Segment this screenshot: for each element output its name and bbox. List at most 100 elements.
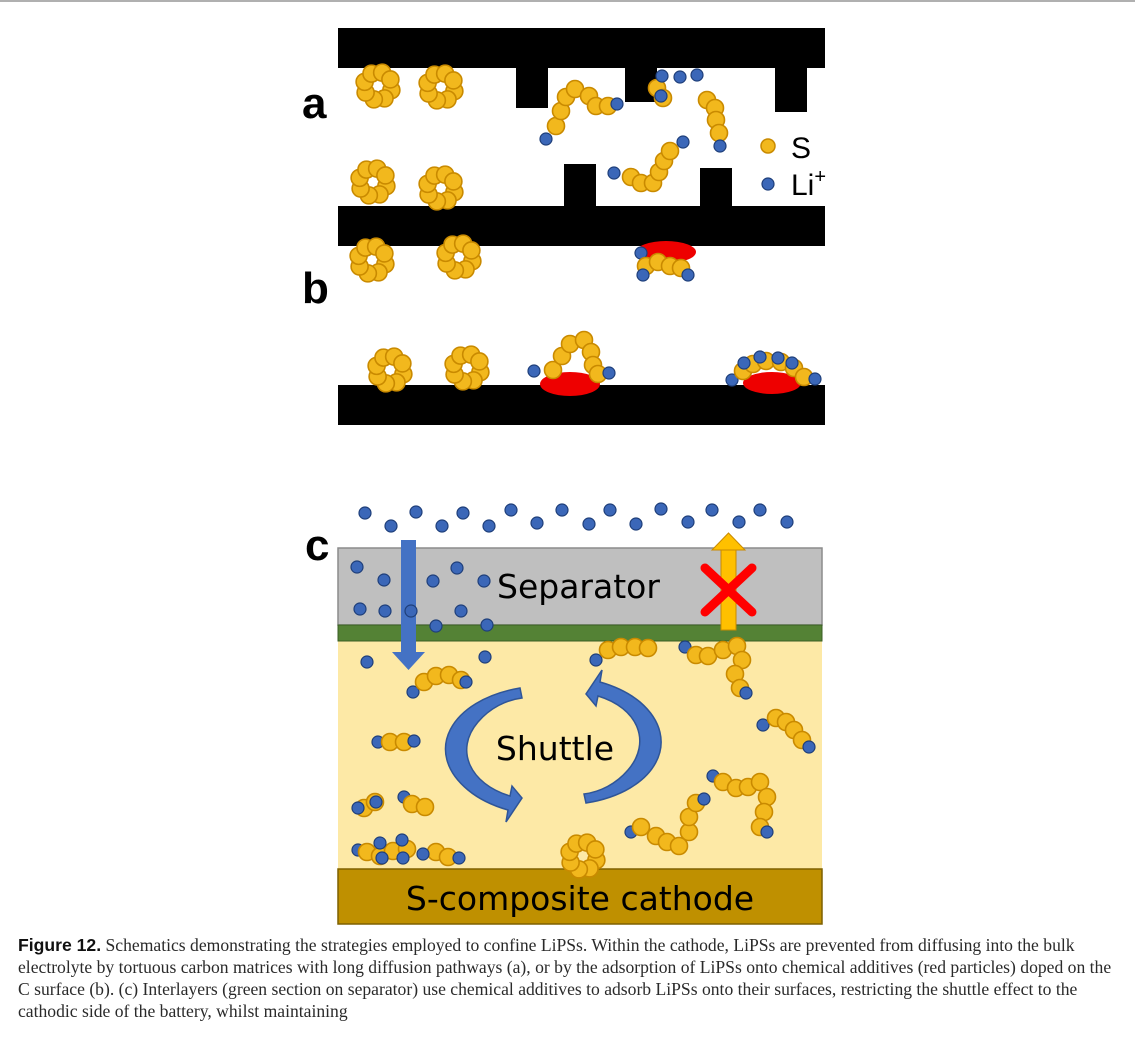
sulfur-atom [586,840,605,859]
sulfur-atom [381,70,400,89]
lithium-ion [459,675,473,689]
sulfur-atom [470,352,489,371]
lithium-transport-arrow [392,540,425,670]
lithium-ion [732,515,746,529]
panel-label-a: a [302,79,327,128]
sulfur-atom [638,638,658,658]
sulfur-atom [415,797,435,817]
sulfur-atom [757,787,777,807]
carbon-top-wall [338,28,825,68]
shuttle-label: Shuttle [496,729,614,768]
lithium-ion [582,517,596,531]
lithium-ion [482,519,496,533]
lithium-ion [480,618,494,632]
sulfur-atom [631,817,651,837]
lithium-ion [396,851,410,865]
panel-label-b: b [302,264,329,313]
page-top-rule [0,0,1135,2]
lithium-ion [406,685,420,699]
lithium-ion [780,515,794,529]
lithium-ion [802,740,816,754]
panel-b: b [302,234,825,425]
lithium-ion [690,68,704,82]
sulfur-atom [669,836,689,856]
panel-c: c Separator S-composite cathode Shuttle [305,502,823,925]
lithium-ion [429,619,443,633]
lithium-ion [654,502,668,516]
lithium-ion [358,506,372,520]
interlayer [337,624,823,642]
figure-caption-label: Figure 12. [18,935,102,955]
lithium-ion [697,792,711,806]
lithium-ion [426,574,440,588]
cathode-label: S-composite cathode [406,879,754,918]
lithium-ion [610,97,624,111]
lithium-ion [527,364,541,378]
sulfur-atom [444,71,463,90]
lithium-ion [673,70,687,84]
sulfur-atom [660,141,680,161]
panel-a: a S Li+ [302,28,826,246]
lithium-ion [407,734,421,748]
lithium-ion [378,604,392,618]
lithium-ion [629,517,643,531]
lithium-ion [737,356,751,370]
lithium-ion [452,851,466,865]
legend: S Li+ [760,132,826,202]
panel-label-c: c [305,521,329,570]
sulfur-atom [393,354,412,373]
lithium-ion [351,801,365,815]
lithium-ion [350,560,364,574]
lithium-ion [384,519,398,533]
lithium-ion [435,519,449,533]
lithium-ion [705,503,719,517]
lithium-ion [785,356,799,370]
sulfur-atom [376,166,395,185]
sulfur-atom [462,241,481,260]
legend-lithium-swatch [761,177,775,191]
lithium-ion [654,89,668,103]
lithium-ion [753,503,767,517]
figure-caption-text: Schematics demonstrating the strategies … [18,935,1112,1021]
lithium-ion [409,505,423,519]
lithium-ion [450,561,464,575]
carbon-pillar [516,68,548,108]
legend-sulfur-label: S [791,132,811,165]
carbon-pillar [775,68,807,112]
lithium-ion [454,604,468,618]
carbon-middle-wall [338,206,825,246]
lithium-ion [602,366,616,380]
lithium-ion [739,686,753,700]
lithium-ion [416,847,430,861]
lithium-ion [655,69,669,83]
lithium-ion [808,372,822,386]
sulfur-atom [709,123,729,143]
lithium-ion [539,132,553,146]
lithium-ion [477,574,491,588]
lithium-ion [678,640,692,654]
lithium-ion [756,718,770,732]
lithium-ion [369,795,383,809]
lipss-confinement-schematic: a S Li+ b c Separator S-composite cathod… [302,28,826,925]
lithium-ion [395,833,409,847]
lithium-ion [377,573,391,587]
lithium-ion [375,851,389,865]
lithium-ion [681,515,695,529]
lithium-ion [478,650,492,664]
molecules-a [350,63,729,211]
carbon-pillar [700,168,732,206]
legend-sulfur-swatch [760,138,776,154]
lithium-ion [555,503,569,517]
figure-caption: Figure 12. Schematics demonstrating the … [18,934,1118,1022]
lithium-ion [676,135,690,149]
sulfur-atom [375,244,394,263]
separator-label: Separator [497,567,660,606]
molecules-c [350,502,816,879]
carbon-pillar [564,164,596,206]
legend-lithium-label: Li+ [791,166,826,202]
sulfur-atom [444,172,463,191]
lithium-ion [373,836,387,850]
lithium-ion [530,516,544,530]
sulfur-atom [750,772,770,792]
lithium-ion [725,373,739,387]
